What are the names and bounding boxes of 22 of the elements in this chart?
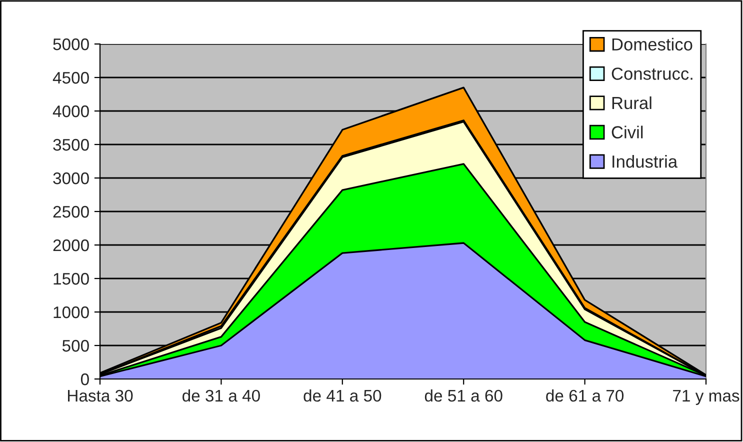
legend-label: Industria — [612, 155, 678, 168]
x-tick-label: de 61 a 70 — [546, 389, 624, 402]
x-tick-label: de 31 a 40 — [182, 389, 260, 402]
x-tick-label: 71 y mas — [673, 390, 740, 405]
y-tick-label: 3500 — [53, 138, 89, 151]
x-tick-label: de 41 a 50 — [304, 389, 382, 402]
y-tick-label: 2500 — [53, 206, 89, 218]
legend-label: Rural — [612, 96, 652, 110]
y-tick-label: 0 — [80, 373, 89, 386]
y-tick-label: 1500 — [54, 272, 89, 285]
legend-label: Construcc. — [612, 68, 692, 80]
x-tick-label: de 51 a 60 — [424, 389, 502, 402]
y-tick-label: 500 — [62, 340, 89, 352]
legend-label: Civil — [612, 126, 643, 138]
legend-label: Domestico — [612, 38, 692, 51]
x-tick-label: Hasta 30 — [68, 390, 133, 402]
y-tick-label: 2000 — [53, 239, 89, 252]
y-tick-label: 3000 — [53, 172, 89, 184]
y-tick-label: 4000 — [52, 105, 89, 118]
y-tick-label: 5000 — [53, 38, 89, 50]
y-tick-label: 1000 — [54, 306, 89, 318]
y-tick-label: 4500 — [52, 72, 89, 84]
